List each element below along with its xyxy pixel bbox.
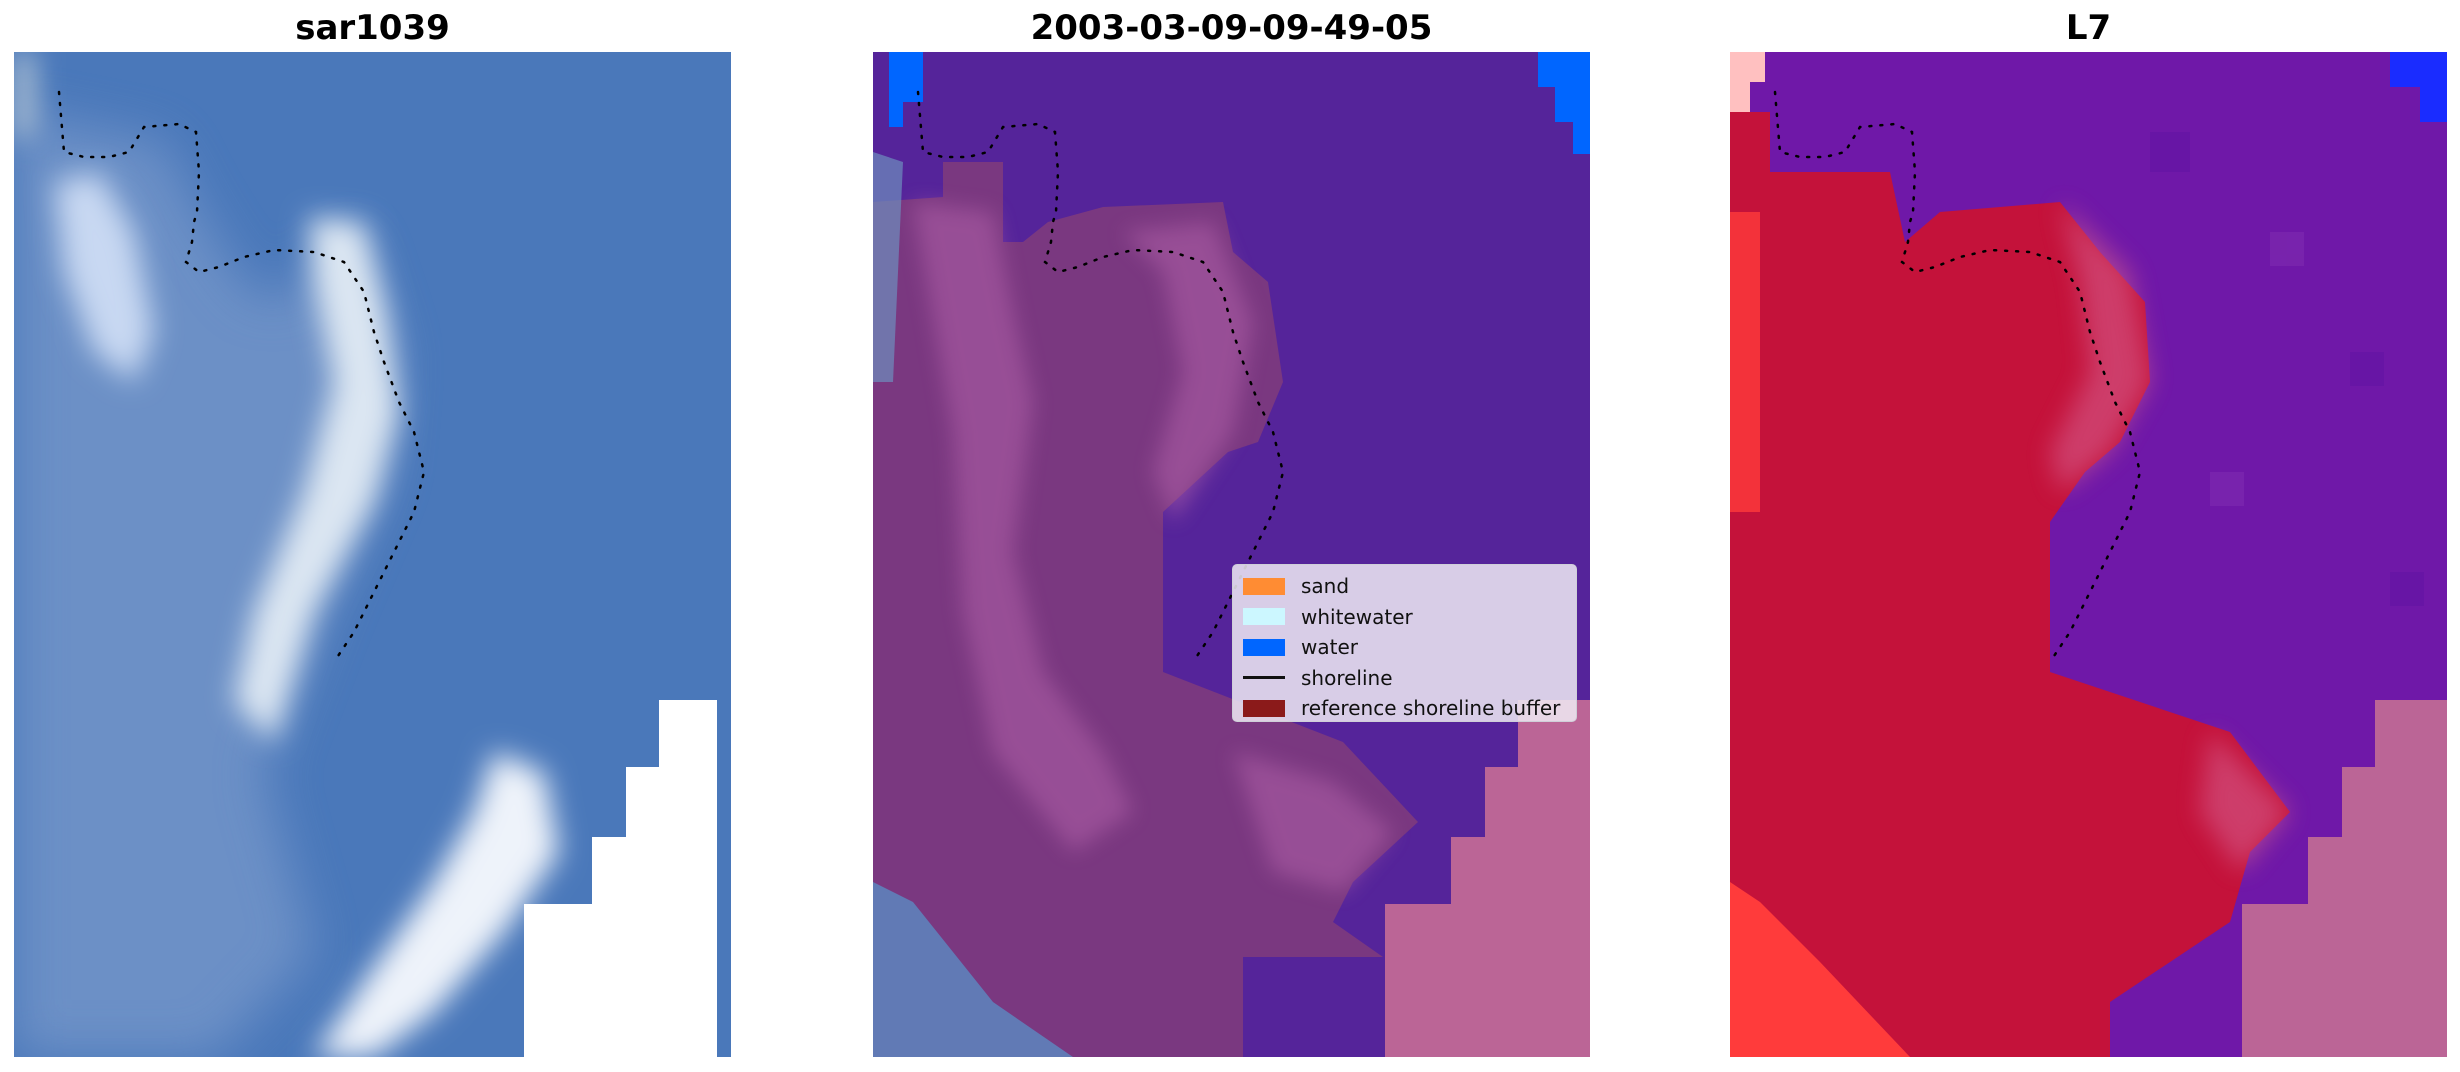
class-water-label-topright [1538, 52, 1590, 154]
legend-item-shoreline: shoreline [1243, 663, 1566, 694]
legend-swatch-water [1243, 638, 1285, 656]
legend-swatch-whitewater [1243, 608, 1285, 626]
legend-label-shoreline: shoreline [1301, 665, 1393, 690]
rgb-image-panel [14, 52, 731, 1057]
index-edge-topleft [1730, 52, 1765, 112]
legend-item-buffer: reference shoreline buffer [1243, 693, 1566, 724]
panel-title-middle: 2003-03-09-09-49-05 [1030, 8, 1433, 48]
legend-item-sand: sand [1243, 571, 1566, 602]
rgb-surf-zone [14, 52, 559, 1057]
class-transition-edge [913, 202, 1393, 892]
legend-label-buffer: reference shoreline buffer [1301, 696, 1561, 721]
legend-line-shoreline [1243, 676, 1285, 680]
index-blue-corner [2390, 52, 2447, 122]
panel-title-right: L7 [2065, 8, 2112, 48]
legend: sand whitewater water shoreline referenc… [1232, 564, 1577, 722]
index-edge-bottomleft [1730, 882, 1910, 1057]
legend-label-sand: sand [1301, 574, 1350, 599]
legend-item-whitewater: whitewater [1243, 602, 1566, 633]
class-water-label-topleft [889, 52, 923, 127]
index-land-region [1730, 112, 2290, 1057]
index-edge-left [1730, 212, 1760, 512]
panel-title-left: sar1039 [295, 8, 450, 48]
class-rgb-background-edge [873, 152, 903, 382]
index-water-texture [2150, 132, 2424, 606]
classification-panel [873, 52, 1590, 1057]
legend-swatch-sand [1243, 577, 1285, 595]
index-transition-edge [2050, 202, 2290, 872]
legend-label-water: water [1301, 635, 1358, 660]
legend-label-whitewater: whitewater [1301, 604, 1413, 629]
index-panel [1730, 52, 2447, 1057]
legend-swatch-buffer [1243, 699, 1285, 717]
legend-item-water: water [1243, 632, 1566, 663]
class-nodata-region [1385, 700, 1590, 1057]
index-nodata-region [2242, 700, 2447, 1057]
rgb-nodata-region [524, 700, 717, 1057]
class-rgb-bottom-left [873, 882, 1073, 1057]
